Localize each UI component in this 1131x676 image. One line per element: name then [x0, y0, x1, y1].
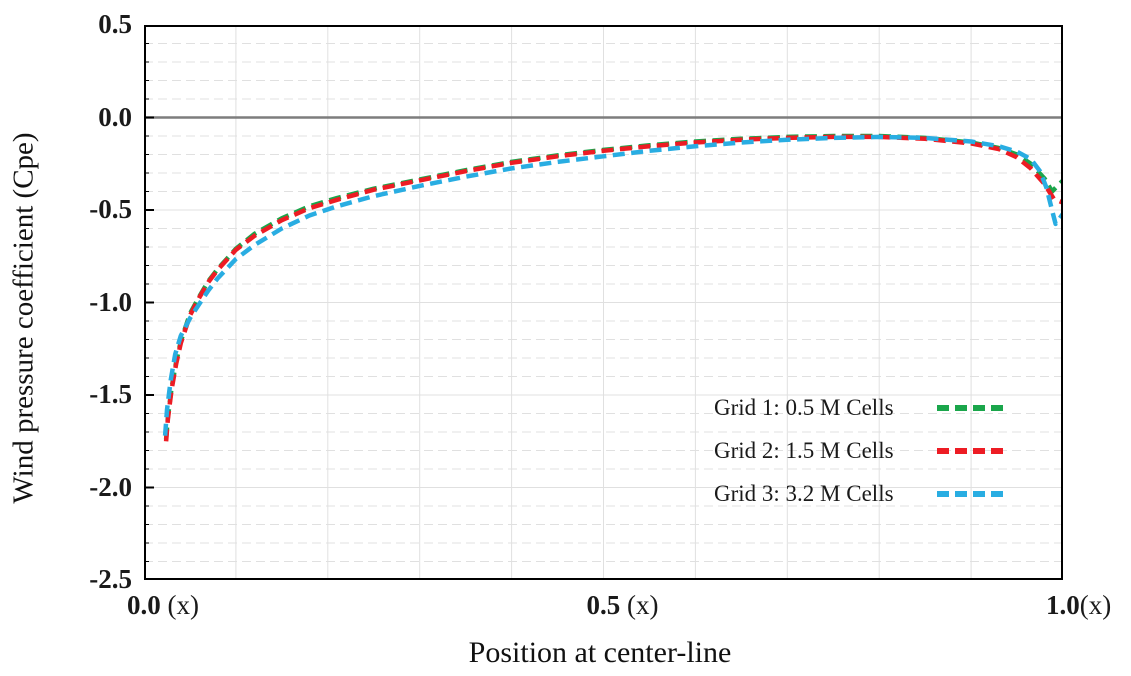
- x-tick-suffix: (x): [1079, 590, 1112, 620]
- legend-dash-sample-grid2: [937, 447, 1003, 454]
- legend-dash-sample-grid1: [937, 404, 1003, 411]
- x-tick-number: 1.0: [1046, 590, 1080, 620]
- legend-label-grid1: Grid 1: 0.5 M Cells: [714, 394, 894, 420]
- x-tick-number: 0.0: [127, 590, 161, 620]
- x-tick-label: 1.0(x): [1046, 590, 1111, 621]
- legend-label-grid3: Grid 3: 3.2 M Cells: [714, 480, 894, 506]
- plot-area: [144, 25, 1063, 580]
- x-tick-label: 0.0 (x): [127, 590, 199, 621]
- y-tick-label: -1.5: [89, 378, 132, 409]
- x-tick-label: 0.5 (x): [587, 590, 659, 621]
- legend-row-grid3: Grid 3: 3.2 M Cells: [714, 480, 1014, 507]
- legend-row-grid1: Grid 1: 0.5 M Cells: [714, 394, 1014, 421]
- y-tick-label: -2.5: [89, 563, 132, 594]
- legend-dash-sample-grid3: [937, 490, 1003, 497]
- legend-row-grid2: Grid 2: 1.5 M Cells: [714, 437, 1014, 464]
- y-tick-label: 0.0: [98, 101, 132, 132]
- legend: Grid 1: 0.5 M Cells Grid 2: 1.5 M Cells …: [714, 394, 1014, 523]
- x-axis-title: Position at center-line: [468, 636, 732, 669]
- x-tick-suffix: (x): [620, 590, 659, 620]
- plot-canvas: [144, 25, 1063, 580]
- y-axis-title: Wind pressure coefficient (Cpe): [7, 132, 40, 504]
- legend-label-grid2: Grid 2: 1.5 M Cells: [714, 437, 894, 463]
- x-tick-suffix: (x): [160, 590, 199, 620]
- y-tick-label: -1.0: [89, 286, 132, 317]
- y-tick-label: 0.5: [98, 8, 132, 39]
- y-tick-label: -2.0: [89, 471, 132, 502]
- y-tick-label: -0.5: [89, 193, 132, 224]
- x-tick-number: 0.5: [586, 590, 621, 620]
